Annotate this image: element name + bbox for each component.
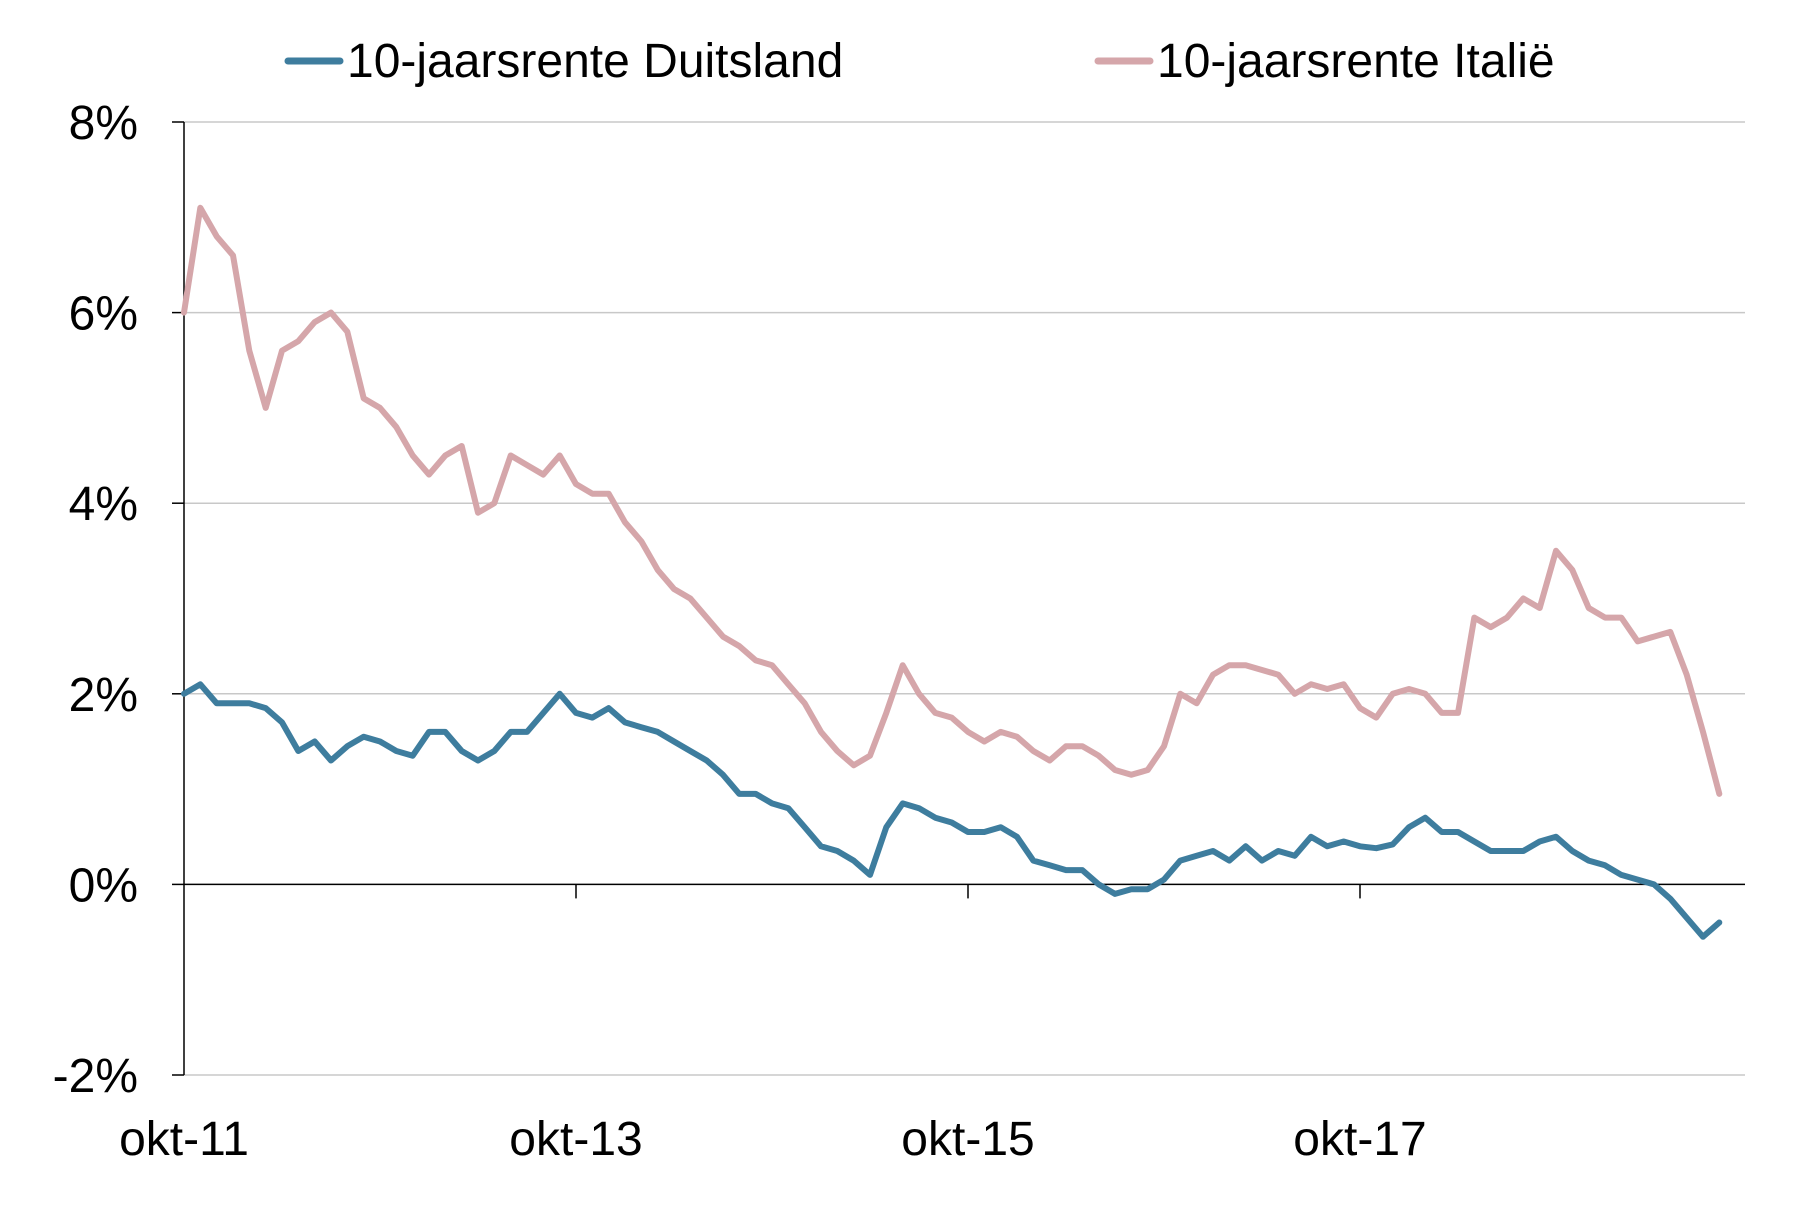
x-tick-label: okt-17	[1293, 1113, 1426, 1166]
legend: 10-jaarsrente Duitsland 10-jaarsrente Ita…	[284, 35, 1555, 88]
gridlines	[184, 121, 1745, 1076]
y-tick-label: 0%	[69, 859, 138, 912]
legend-label: 10-jaarsrente Italië	[1157, 35, 1555, 88]
axes: -2% 0% 2% 4% 6% 8% okt-11 okt-13 okt-15 okt-17	[53, 97, 1745, 1166]
y-tick-label: 6%	[69, 288, 138, 341]
y-tick-label: 8%	[69, 97, 138, 150]
x-tick-label: okt-13	[509, 1113, 642, 1166]
y-tick-label: 4%	[69, 478, 138, 531]
x-tick-label: okt-11	[119, 1113, 249, 1166]
x-tick-label: okt-15	[901, 1113, 1034, 1166]
series-lines	[181, 204, 1723, 940]
legend-label: 10-jaarsrente Duitsland	[347, 35, 843, 88]
y-tick-label: -2%	[53, 1050, 138, 1103]
y-tick-label: 2%	[69, 669, 138, 722]
series-line-italie	[181, 204, 1723, 797]
series-line-duitsland	[181, 681, 1723, 940]
